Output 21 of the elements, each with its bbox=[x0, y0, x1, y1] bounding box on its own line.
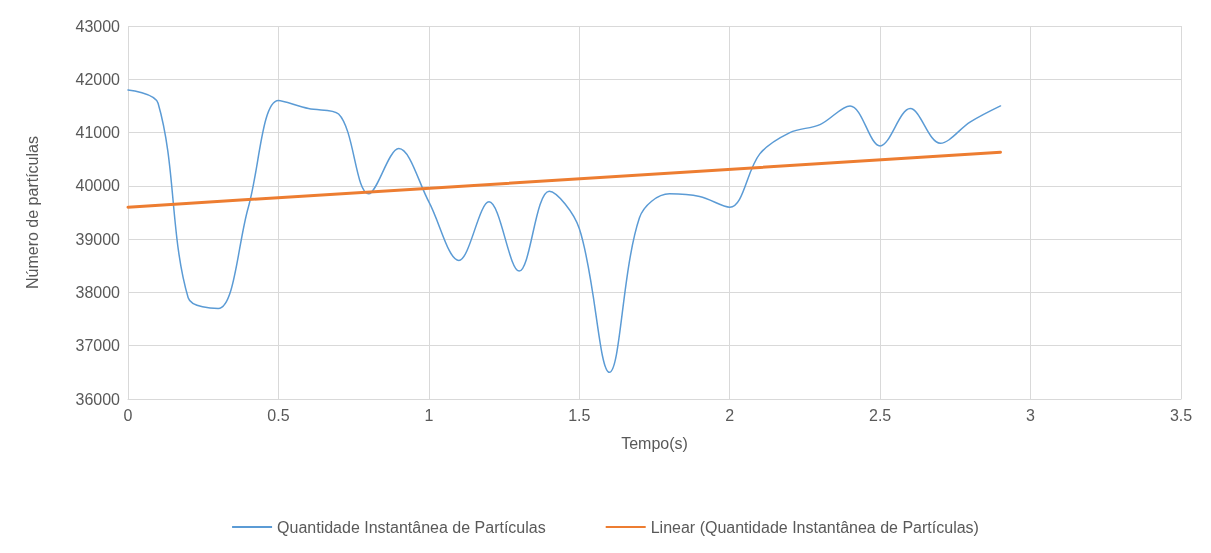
y-tick-label: 43000 bbox=[75, 17, 121, 35]
x-tick-label: 2 bbox=[725, 406, 735, 424]
y-tick-label: 39000 bbox=[75, 230, 121, 248]
x-tick-label: 1 bbox=[424, 406, 434, 424]
x-tick-label: 3.5 bbox=[1169, 406, 1193, 424]
y-tick-label: 37000 bbox=[75, 337, 121, 355]
legend-label: Linear (Quantidade Instantânea de Partículas) bbox=[650, 518, 979, 536]
x-axis-title: Tempo(s) bbox=[621, 434, 688, 452]
y-axis-title: Número de partículas bbox=[23, 136, 41, 289]
y-tick-label: 36000 bbox=[75, 390, 121, 408]
y-tick-label: 41000 bbox=[75, 124, 121, 142]
legend-label: Quantidade Instantânea de Partículas bbox=[277, 518, 546, 536]
x-tick-label: 0.5 bbox=[267, 406, 290, 424]
line-series bbox=[127, 89, 1002, 374]
y-tick-label: 38000 bbox=[75, 283, 121, 301]
x-tick-label: 3 bbox=[1026, 406, 1036, 424]
y-tick-label: 40000 bbox=[75, 177, 121, 195]
x-tick-label: 0 bbox=[123, 406, 133, 424]
y-tick-label: 42000 bbox=[75, 70, 121, 88]
x-tick-label: 2.5 bbox=[869, 406, 892, 424]
x-tick-label: 1.5 bbox=[568, 406, 591, 424]
